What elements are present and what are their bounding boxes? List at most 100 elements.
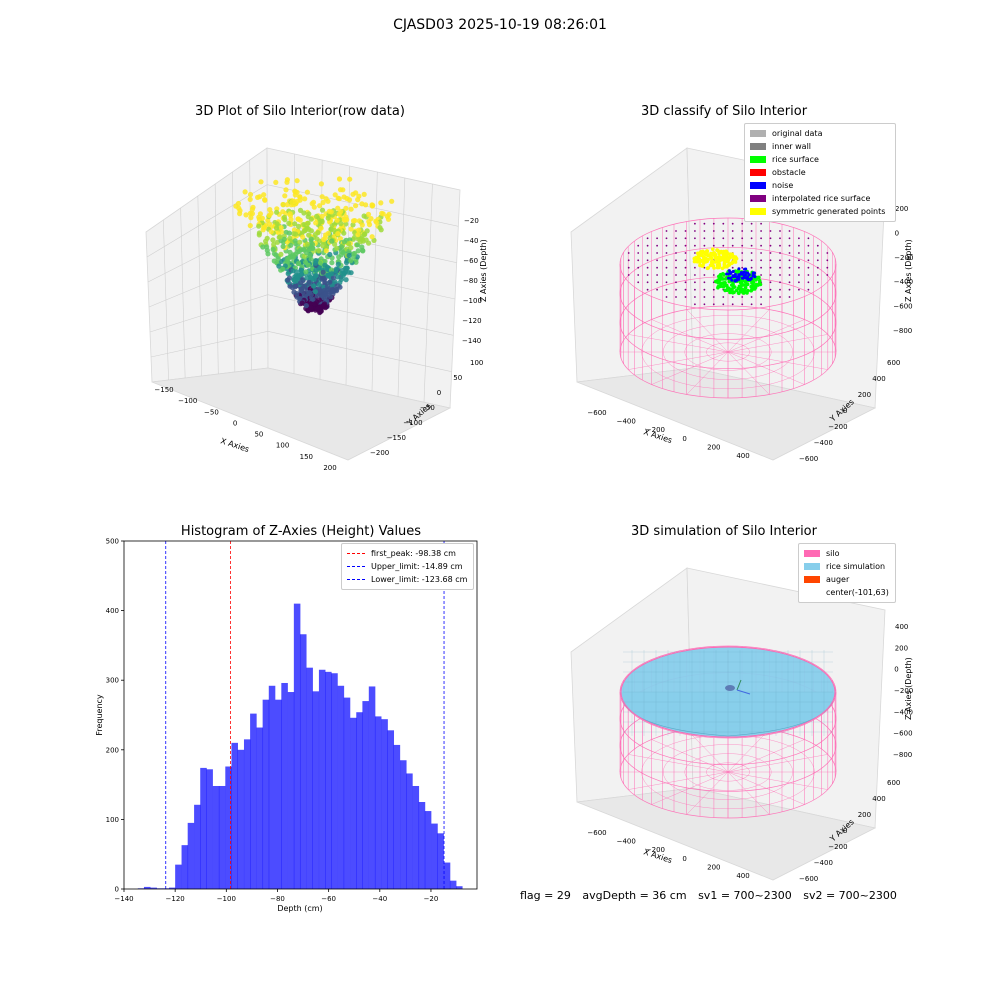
z-tick-label: −600 [893, 730, 912, 738]
y-tick-label: −400 [814, 859, 833, 867]
data-point [336, 196, 342, 202]
x-axis-ticks: −600 −400 −200 0 200 400 [587, 829, 749, 880]
symmetric-point [702, 255, 706, 259]
figure-title: CJASD03 2025-10-19 08:26:01 [393, 17, 607, 33]
interpolated-point [779, 266, 781, 269]
interpolated-point [798, 259, 800, 262]
noise-point [739, 272, 743, 276]
data-point [332, 192, 338, 198]
data-point [297, 194, 303, 200]
legend-swatch [347, 553, 365, 554]
data-point [338, 248, 344, 254]
interpolated-point [637, 259, 640, 262]
noise-point [737, 267, 741, 271]
data-point [308, 216, 314, 222]
interpolated-point [627, 274, 630, 276]
symmetric-point [720, 266, 725, 271]
histogram-bar [212, 785, 220, 889]
x-axis-label: X Axies [219, 436, 250, 454]
legend-entry: auger [804, 573, 890, 586]
legend-swatch [750, 169, 766, 176]
data-point [335, 261, 341, 267]
interpolated-point [807, 281, 810, 284]
data-point [311, 283, 317, 289]
interpolated-point [646, 281, 649, 284]
data-point [342, 217, 348, 223]
data-point [256, 232, 262, 238]
panel-2-title: 3D classify of Silo Interior [640, 104, 808, 119]
data-point [307, 246, 313, 252]
interpolated-point [675, 288, 677, 291]
data-point [361, 213, 367, 219]
interpolated-point [741, 244, 744, 247]
data-point [275, 256, 281, 262]
data-point [322, 258, 328, 264]
legend-label: inner wall [772, 142, 812, 151]
interpolated-point [779, 244, 781, 247]
data-point [308, 236, 314, 242]
symmetric-point [726, 252, 731, 256]
histogram-bar [293, 603, 301, 889]
z-tick-label: −600 [893, 303, 912, 311]
interpolated-point [703, 288, 706, 291]
data-point [323, 248, 329, 254]
data-point [314, 306, 320, 312]
undefined: 0 [682, 855, 686, 863]
legend-entry: center(-101,63) [804, 586, 890, 599]
interpolated-point [731, 237, 734, 240]
data-point [356, 218, 362, 224]
undefined: −100 [178, 397, 197, 405]
data-point [355, 248, 361, 254]
data-point [334, 245, 340, 251]
interpolated-point [703, 222, 706, 225]
data-point [334, 217, 340, 223]
interpolated-point [675, 296, 677, 298]
symmetric-point [731, 254, 736, 259]
y-tick-label: 200 [858, 391, 871, 399]
histogram-bar [275, 699, 282, 889]
data-point [353, 203, 359, 209]
x-tick-label: −40 [372, 895, 387, 903]
data-point [318, 225, 324, 231]
data-point [286, 230, 292, 236]
undefined: −400 [617, 838, 636, 846]
interpolated-point [703, 230, 706, 232]
data-point [377, 225, 383, 231]
noise-point [749, 276, 753, 280]
auger-marker [725, 685, 735, 691]
legend-entry: interpolated rice surface [750, 192, 890, 205]
interpolated-point [760, 259, 762, 262]
z-axis-ticks: −20 −40 −60 −80 −100 −120 −140 [462, 217, 482, 345]
data-point [248, 215, 254, 221]
interpolated-point [694, 296, 696, 298]
interpolated-point [816, 244, 819, 247]
data-point [262, 197, 268, 203]
data-point [280, 201, 286, 208]
y-tick-label: 0 [843, 407, 847, 415]
data-point [341, 239, 347, 245]
z-tick-label: −60 [463, 257, 478, 265]
z-tick-label: 0 [894, 666, 898, 674]
interpolated-point [712, 303, 715, 306]
symmetric-point [717, 265, 721, 270]
interpolated-point [798, 288, 800, 291]
data-point [277, 234, 283, 240]
interpolated-point [675, 237, 677, 240]
interpolated-point [769, 252, 772, 254]
interpolated-point [788, 288, 791, 291]
data-point [317, 203, 323, 209]
interpolated-point [656, 244, 658, 247]
legend-entry: silo [804, 547, 890, 560]
noise-point [744, 271, 748, 275]
z-tick-label: −20 [464, 217, 479, 225]
rice-surface-point [728, 288, 733, 292]
noise-point [752, 271, 756, 275]
data-point [257, 211, 263, 217]
interpolated-point [750, 237, 753, 240]
rice-surface-point [727, 279, 732, 284]
data-point [320, 243, 326, 249]
avg-depth-text: avgDepth = 36 cm [582, 889, 687, 902]
data-point [292, 221, 298, 227]
data-point [359, 222, 365, 228]
